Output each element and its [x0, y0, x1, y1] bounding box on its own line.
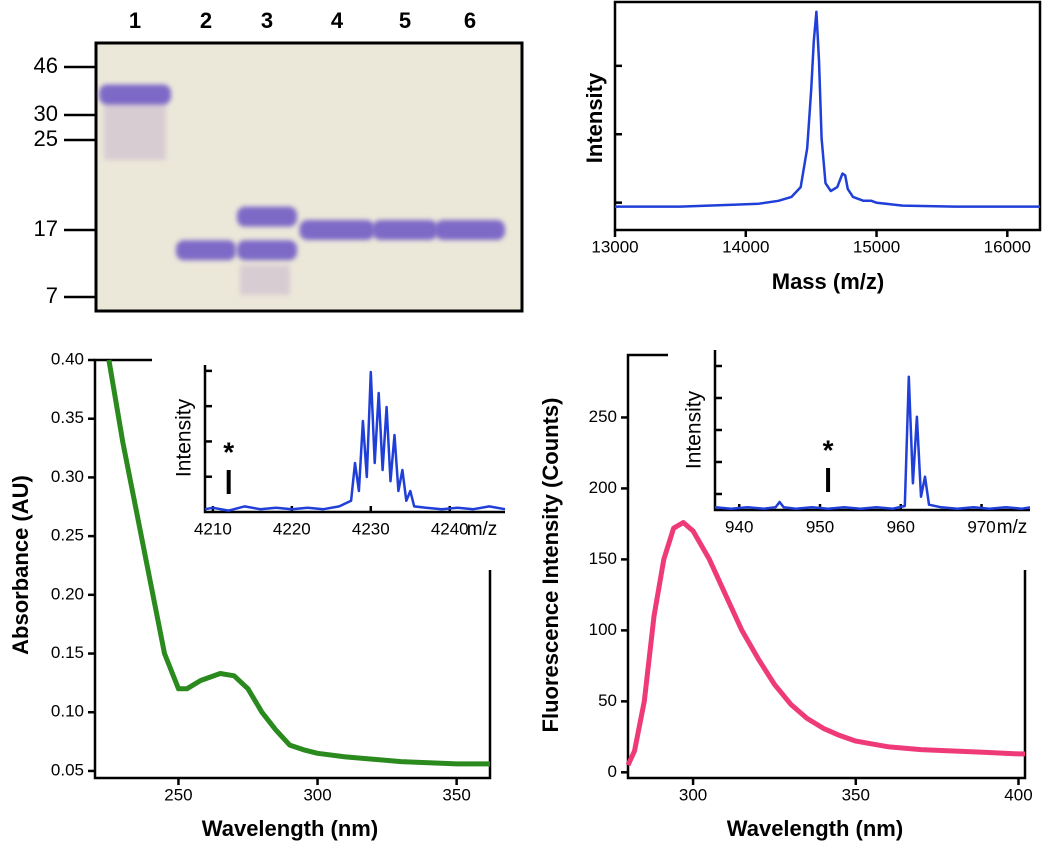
- y-tick-label: 0.15: [51, 643, 84, 662]
- band: [99, 84, 171, 105]
- data-line: [615, 10, 1040, 208]
- y-tick-label: 100: [589, 620, 617, 639]
- x-axis-label: Wavelength (nm): [727, 816, 903, 841]
- x-tick-label: 15000: [853, 237, 900, 256]
- y-tick-label: 150: [589, 549, 617, 568]
- band: [372, 220, 438, 240]
- y-tick-label: 7: [46, 283, 58, 308]
- band: [176, 240, 236, 261]
- y-tick-label: 200: [589, 478, 617, 497]
- lane-label: 2: [200, 8, 212, 33]
- y-axis-label: Intensity: [173, 398, 196, 477]
- y-tick-label: 0.25: [51, 526, 84, 545]
- data-line: [106, 359, 490, 767]
- axis-line: [93, 358, 492, 780]
- axis-line: [613, 0, 1042, 232]
- y-axis-label: Fluorescence Intensity (Counts): [538, 398, 563, 733]
- x-tick-label: 4220: [273, 519, 311, 538]
- x-tick-label: 4210: [194, 519, 232, 538]
- band: [299, 220, 375, 240]
- gel-smear: [104, 100, 166, 160]
- lane-label: 3: [261, 8, 273, 33]
- y-tick-label: 0: [608, 762, 617, 781]
- x-axis-label: m/z: [997, 517, 1028, 538]
- lane-label: 6: [464, 8, 476, 33]
- axis-line: [713, 350, 1030, 512]
- y-tick-label: 0.30: [51, 467, 84, 486]
- y-axis-label: Intensity: [683, 390, 706, 469]
- y-tick-label: 30: [34, 101, 58, 126]
- axis-line: [626, 353, 1027, 780]
- x-tick-label: 350: [842, 785, 870, 804]
- y-tick-label: 50: [598, 691, 617, 710]
- x-tick-label: 4240: [431, 519, 469, 538]
- y-tick-label: 250: [589, 407, 617, 426]
- x-tick-label: 960: [887, 517, 915, 536]
- annotation: *: [223, 436, 234, 467]
- lane-label: 4: [331, 8, 344, 33]
- x-tick-label: 400: [1004, 785, 1032, 804]
- x-tick-label: 950: [806, 517, 834, 536]
- x-tick-label: 940: [725, 517, 753, 536]
- x-tick-label: 300: [679, 785, 707, 804]
- x-tick-label: 4230: [352, 519, 390, 538]
- y-tick-label: 17: [34, 216, 58, 241]
- y-tick-label: 0.35: [51, 408, 84, 427]
- band: [237, 206, 297, 227]
- x-tick-label: 13000: [591, 237, 638, 256]
- data-line: [625, 520, 1025, 767]
- x-axis-label: Wavelength (nm): [202, 816, 378, 841]
- y-tick-label: 0.05: [51, 760, 84, 779]
- y-tick-label: 46: [34, 53, 58, 78]
- axis-line: [203, 365, 505, 514]
- gel-smear: [240, 265, 290, 295]
- y-tick-label: 0.20: [51, 584, 84, 603]
- y-axis-label: Intensity: [582, 72, 607, 163]
- y-tick-label: 0.10: [51, 702, 84, 721]
- band: [435, 220, 505, 240]
- x-tick-label: 16000: [984, 237, 1031, 256]
- x-axis-label: m/z: [467, 519, 498, 540]
- y-tick-label: 25: [34, 126, 58, 151]
- x-tick-label: 350: [442, 785, 470, 804]
- x-axis-label: Mass (m/z): [772, 269, 884, 294]
- y-axis-label: Absorbance (AU): [8, 475, 33, 655]
- x-tick-label: 300: [303, 785, 331, 804]
- lane-label: 5: [399, 8, 411, 33]
- band: [237, 240, 297, 261]
- gel-background: [94, 41, 524, 313]
- data-line: [204, 370, 506, 512]
- x-tick-label: 14000: [722, 237, 769, 256]
- x-tick-label: 250: [164, 785, 192, 804]
- y-tick-label: 0.40: [51, 349, 84, 368]
- data-line: [714, 375, 1031, 510]
- x-tick-label: 970: [967, 517, 995, 536]
- lane-label: 1: [129, 8, 141, 33]
- annotation: *: [823, 434, 834, 465]
